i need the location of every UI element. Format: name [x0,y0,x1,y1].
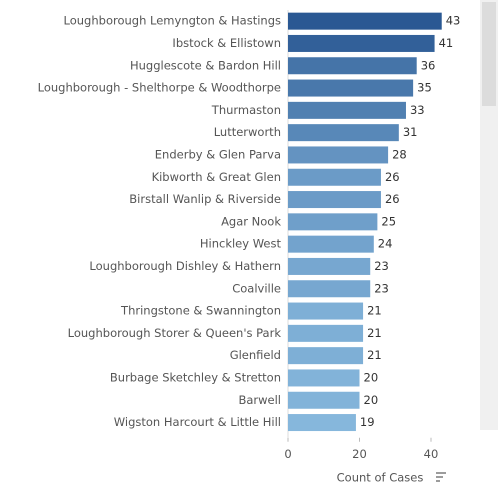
bar [288,146,389,164]
value-label: 21 [367,304,382,318]
value-label: 24 [378,237,393,251]
bar [288,12,442,30]
category-label: Hinckley West [200,237,282,251]
bar [288,101,406,119]
value-label: 23 [374,281,389,295]
bar [288,57,417,75]
value-label: 26 [385,192,400,206]
scrollbar-thumb[interactable] [482,2,496,106]
value-label: 33 [410,103,425,117]
category-label: Barwell [238,393,281,407]
value-label: 36 [421,58,436,72]
bar [288,191,381,209]
value-label: 35 [417,81,432,95]
category-label: Loughborough Lemyngton & Hastings [64,14,281,28]
bar [288,302,364,320]
value-label: 20 [364,393,379,407]
category-label: Loughborough Storer & Queen's Park [68,326,282,340]
value-label: 28 [392,147,407,161]
x-tick-label: 0 [284,447,291,461]
bar [288,235,374,253]
bar [288,280,371,298]
category-label: Birstall Wanlip & Riverside [129,192,281,206]
bar [288,347,364,365]
category-label: Hugglescote & Bardon Hill [130,58,281,72]
bar [288,79,414,97]
category-label: Lutterworth [214,125,281,139]
value-label: 20 [364,370,379,384]
value-label: 21 [367,326,382,340]
category-label: Thurmaston [211,103,281,117]
bar [288,213,378,231]
value-label: 41 [439,36,454,50]
bar [288,414,356,432]
value-label: 31 [403,125,418,139]
sort-icon[interactable] [436,472,446,482]
category-label: Coalville [232,281,281,295]
value-label: 23 [374,259,389,273]
bar [288,257,371,275]
value-label: 25 [381,214,396,228]
bar [288,124,399,142]
category-label: Loughborough - Shelthorpe & Woodthorpe [38,81,281,95]
category-label: Enderby & Glen Parva [155,147,281,161]
x-axis-title: Count of Cases [337,471,424,484]
x-tick-label: 40 [424,447,439,461]
bar [288,324,364,342]
category-label: Thringstone & Swannington [120,304,281,318]
category-label: Glenfield [230,348,281,362]
category-label: Ibstock & Ellistown [172,36,281,50]
category-label: Wigston Harcourt & Little Hill [114,415,281,429]
value-label: 21 [367,348,382,362]
value-label: 19 [360,415,375,429]
category-label: Kibworth & Great Glen [152,170,281,184]
bar [288,34,435,52]
scrollbar-track[interactable] [480,0,498,430]
category-label: Loughborough Dishley & Hathern [89,259,281,273]
x-tick-label: 20 [352,447,367,461]
value-label: 26 [385,170,400,184]
category-label: Agar Nook [221,214,281,228]
bar [288,168,381,186]
bar [288,369,360,387]
value-label: 43 [446,14,461,28]
category-label: Burbage Sketchley & Stretton [110,370,281,384]
bar [288,391,360,409]
